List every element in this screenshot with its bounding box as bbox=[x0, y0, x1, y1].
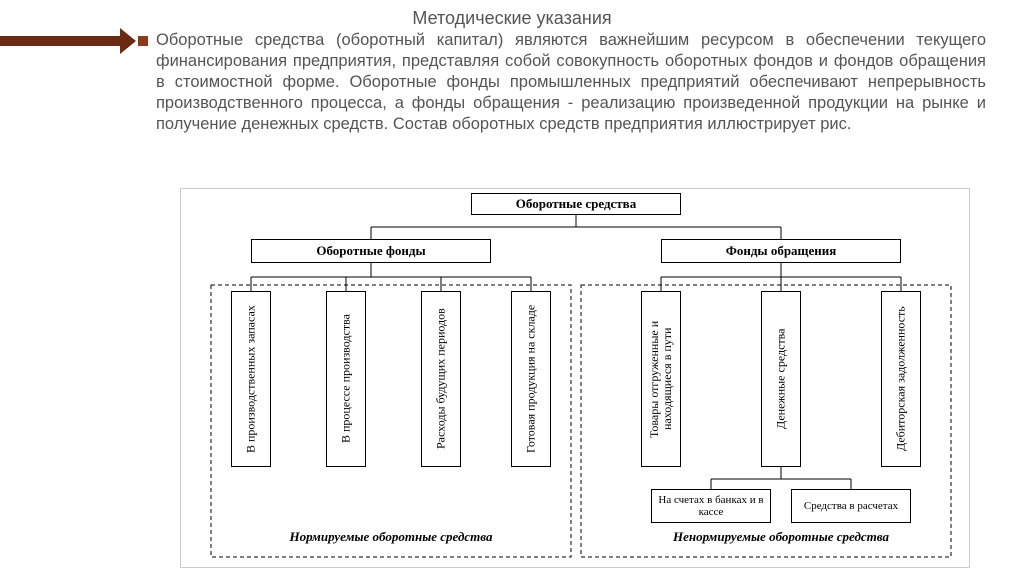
sub-na-schetah: На счетах в банках и в кассе bbox=[651, 489, 771, 523]
org-chart: Оборотные средства Оборотные фонды Фонды… bbox=[180, 188, 970, 568]
group-label-nenormiruemye: Ненормируемые оборотные средства bbox=[671, 529, 891, 545]
page-title: Методические указания bbox=[0, 8, 1024, 29]
leaf-denezhnye-sredstva: Денежные средства bbox=[761, 291, 801, 467]
leaf-gotovaya-produkciya: Готовая продукция на складе bbox=[511, 291, 551, 467]
leaf-rashody-budushchih: Расходы будущих периодов bbox=[421, 291, 461, 467]
leaf-proizv-zapasy: В производственных запасах bbox=[231, 291, 271, 467]
leaf-process-proizv: В процессе производства bbox=[326, 291, 366, 467]
node-root: Оборотные средства bbox=[471, 193, 681, 215]
node-fondy-obrashcheniya: Фонды обращения bbox=[661, 239, 901, 263]
leaf-debitorskaya: Дебиторская задолженность bbox=[881, 291, 921, 467]
bullet-icon bbox=[138, 36, 148, 46]
node-oborotnye-fondy: Оборотные фонды bbox=[251, 239, 491, 263]
accent-arrow bbox=[120, 28, 136, 54]
sub-sredstva-v-raschetah: Средства в расчетах bbox=[791, 489, 911, 523]
group-label-normiruemye: Нормируемые оборотные средства bbox=[281, 529, 501, 545]
body-paragraph: Оборотные средства (оборотный капитал) я… bbox=[156, 30, 986, 136]
leaf-tovary-otgruzhennye: Товары отгруженные и находящиеся в пути bbox=[641, 291, 681, 467]
group-label-right-text: Ненормируемые оборотные средства bbox=[673, 529, 889, 544]
accent-bar bbox=[0, 36, 120, 46]
group-label-left-text: Нормируемые оборотные средства bbox=[289, 529, 492, 544]
